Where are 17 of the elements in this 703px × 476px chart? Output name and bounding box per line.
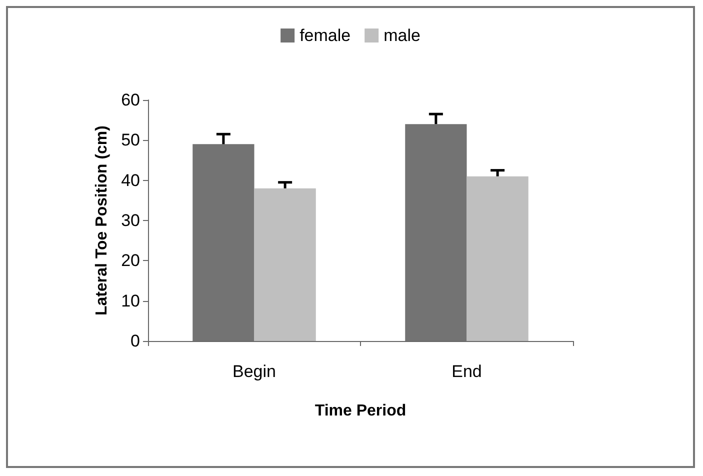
y-axis-title: Lateral Toe Position (cm) xyxy=(94,126,110,316)
x-tick-label: Begin xyxy=(232,362,276,381)
y-tick-label: 40 xyxy=(121,170,140,190)
y-tick-label: 20 xyxy=(121,251,140,270)
x-axis-title: Time Period xyxy=(314,402,406,420)
x-tick-label: End xyxy=(452,362,482,381)
y-tick-label: 10 xyxy=(121,291,140,310)
y-tick-label: 0 xyxy=(130,332,140,350)
bar xyxy=(466,176,528,341)
bar xyxy=(192,144,254,341)
bar xyxy=(405,124,467,341)
legend-label: female xyxy=(300,26,351,45)
legend-label: male xyxy=(384,26,420,45)
bar xyxy=(254,188,316,341)
y-tick-label: 50 xyxy=(121,130,140,150)
y-tick-label: 30 xyxy=(121,211,140,230)
y-tick-label: 60 xyxy=(121,90,140,110)
